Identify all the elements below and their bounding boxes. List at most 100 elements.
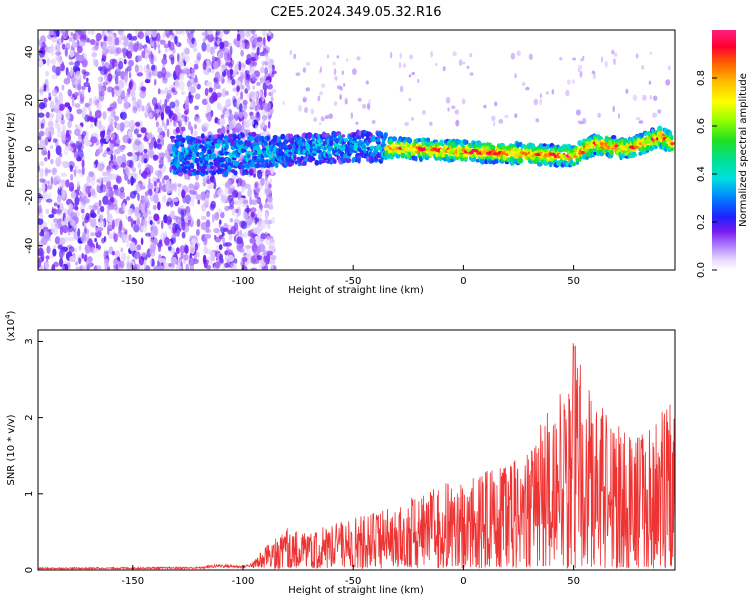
spectrogram-speck <box>356 56 361 61</box>
spectrogram-noise-blob <box>217 188 224 197</box>
spectrogram-noise-blob <box>171 228 176 234</box>
spectrogram-noise-blob <box>175 126 180 134</box>
spectrogram-noise-blob <box>189 189 195 195</box>
spectrogram-noise-blob <box>99 214 104 220</box>
spectrogram-ridge-cell <box>288 151 292 155</box>
spectrogram-noise-blob <box>72 39 76 48</box>
spectrogram-ridge-cell <box>341 134 346 138</box>
spectrogram-noise-blob <box>230 262 237 270</box>
spectrogram-noise-blob <box>255 124 259 130</box>
spectrogram-noise-blob <box>210 250 216 260</box>
spectrogram-noise-blob <box>204 87 209 97</box>
spectrogram-noise-blob <box>46 86 50 92</box>
spectrogram-noise-blob <box>240 84 245 90</box>
spectrogram-noise-blob <box>164 105 172 114</box>
spectrogram-noise-blob <box>130 153 138 163</box>
spectrogram-noise-blob <box>115 47 122 55</box>
spectrogram-noise-blob <box>100 86 105 93</box>
spectrogram-ridge-cell <box>542 143 547 147</box>
spectrogram-noise-blob <box>47 180 50 185</box>
spectrogram-noise-blob <box>112 203 118 211</box>
spectrogram-ridge-peak <box>580 150 585 155</box>
spectrogram-noise-blob <box>206 259 209 264</box>
spectrogram-noise-blob <box>156 32 161 42</box>
spectrogram-noise-blob <box>133 252 139 260</box>
spectrogram-noise-blob <box>52 167 57 176</box>
spectrogram-speck <box>264 106 268 113</box>
spectrogram-noise-blob <box>263 36 266 46</box>
spectrogram-noise-blob <box>140 251 147 258</box>
spectrogram-noise-blob <box>192 185 199 191</box>
spectrogram-ridge-cell <box>190 137 197 141</box>
spectrogram-noise-blob <box>243 102 248 111</box>
spectrogram-noise-blob <box>68 203 74 210</box>
spectrogram-speck <box>498 118 504 124</box>
spectrogram-noise-blob <box>101 30 105 38</box>
spectrogram-speck <box>328 113 333 119</box>
spectrogram-noise-blob <box>117 230 123 238</box>
spectrogram-noise-blob <box>153 213 160 222</box>
spectrogram-noise-blob <box>180 251 184 260</box>
spectrogram-noise-blob <box>133 128 139 135</box>
spectrogram-noise-blob <box>103 36 108 42</box>
spectrogram-noise-blob <box>107 73 113 82</box>
spectrogram-noise-blob <box>80 197 87 205</box>
spectrogram-noise-blob <box>171 247 175 256</box>
spectrogram-noise-blob <box>170 256 178 265</box>
spectrogram-ridge-cell <box>213 166 217 172</box>
spectrogram-noise-blob <box>202 37 207 43</box>
spectrogram-ridge-cell <box>237 140 244 146</box>
spectrogram-ridge-cell <box>333 159 337 164</box>
spectrogram-noise-blob <box>239 248 245 253</box>
spectrogram-ridge-cell <box>227 133 234 139</box>
spectrogram-noise-blob <box>56 194 62 204</box>
spectrogram-speck <box>638 120 644 124</box>
spectrogram-noise-blob <box>167 40 172 48</box>
spectrogram-noise-blob <box>74 91 79 97</box>
spectrogram-noise-blob <box>52 248 57 257</box>
spectrogram-noise-blob <box>125 214 128 220</box>
snr-x-label: Height of straight line (km) <box>288 585 424 596</box>
spectrogram-noise-blob <box>114 115 120 122</box>
spectrogram-noise-blob <box>161 120 165 127</box>
spectrogram-noise-blob <box>144 191 149 197</box>
spectrogram-x-tick-label: -100 <box>232 276 255 287</box>
spectrogram-noise-blob <box>193 130 198 137</box>
spectrogram-noise-blob <box>126 50 133 59</box>
spectrogram-speck <box>657 109 662 114</box>
spectrogram-noise-blob <box>205 43 211 53</box>
spectrogram-ridge-cell <box>300 146 304 151</box>
spectrogram-noise-blob <box>130 218 134 228</box>
spectrogram-noise-blob <box>229 46 233 55</box>
spectrogram-noise-blob <box>153 110 156 117</box>
spectrogram-speck <box>346 58 349 62</box>
snr-y-ticks: 0 1 2 3 <box>24 338 43 573</box>
spectrogram-speck <box>618 113 620 119</box>
spectrogram-ridge-cell <box>335 138 339 145</box>
spectrogram-speck <box>469 72 474 76</box>
spectrogram-noise-blob <box>140 195 144 201</box>
spectrogram-noise-blob <box>156 143 160 149</box>
spectrogram-ridge-cell <box>408 137 413 144</box>
spectrogram-noise-blob <box>70 191 77 199</box>
snr-x-ticks: -150 -100 -50 0 50 <box>121 565 580 587</box>
spectrogram-speck <box>327 54 329 59</box>
spectrogram-speck <box>525 86 530 91</box>
spectrogram-noise-blob <box>259 203 262 209</box>
spectrogram-noise-blob <box>165 216 172 225</box>
spectrogram-noise-blob <box>168 263 173 268</box>
spectrogram-ridge-cell <box>280 133 286 140</box>
spectrogram-ridge-cell <box>178 172 184 176</box>
spectrogram-noise-blob <box>128 59 134 67</box>
spectrogram-noise-blob <box>111 58 118 68</box>
spectrogram-noise-blob <box>201 215 207 221</box>
spectrogram-noise-blob <box>48 214 55 219</box>
spectrogram-noise-blob <box>126 196 131 201</box>
spectrogram-ridge-cell <box>240 168 244 175</box>
figure-title: C2E5.2024.349.05.32.R16 <box>270 5 441 20</box>
spectrogram-noise-blob <box>112 259 120 265</box>
spectrogram-noise-blob <box>48 192 52 200</box>
spectrogram-speck <box>267 115 271 121</box>
spectrogram-noise-blob <box>269 259 276 265</box>
spectrogram-ridge-cell <box>608 149 614 155</box>
